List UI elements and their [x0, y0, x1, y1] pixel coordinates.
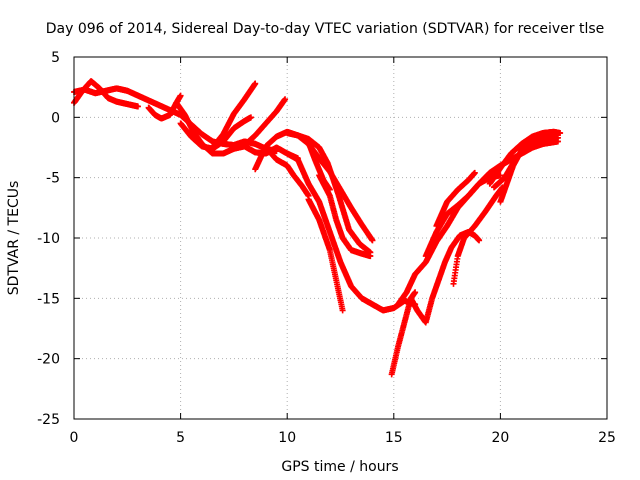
data-points: [71, 78, 564, 378]
y-tick-label: -25: [37, 412, 60, 428]
series-sat-n: [388, 289, 419, 378]
data-point: [252, 80, 259, 87]
series-sat-r: [433, 169, 478, 229]
grid-lines: [74, 57, 607, 419]
data-point: [134, 103, 141, 110]
series-sat-p: [395, 172, 504, 308]
y-axis-label: SDTVAR / TECUs: [6, 181, 22, 296]
x-tick-label: 0: [70, 430, 79, 446]
data-point: [177, 92, 184, 99]
y-tick-label: 0: [51, 110, 60, 126]
data-point: [369, 237, 376, 244]
series-sat-i: [262, 144, 312, 199]
data-point: [326, 186, 333, 193]
x-tick-label: 20: [491, 430, 509, 446]
y-tick-label: -5: [46, 171, 60, 187]
series-sat-o: [407, 228, 483, 326]
y-tick-label: 5: [51, 50, 60, 66]
x-axis-label: GPS time / hours: [281, 459, 398, 475]
x-tick-label: 25: [598, 430, 616, 446]
x-tick-labels: 0 5 10 15 20 25: [70, 430, 616, 446]
data-point: [412, 289, 419, 296]
series-sat-f: [209, 80, 259, 151]
series-sat-g: [241, 96, 289, 149]
x-tick-label: 10: [278, 430, 296, 446]
x-tick-label: 15: [385, 430, 403, 446]
y-tick-label: -15: [37, 291, 60, 307]
y-tick-label: -20: [37, 352, 60, 368]
data-point: [339, 307, 346, 314]
y-tick-label: -10: [37, 231, 60, 247]
data-point: [247, 114, 254, 121]
chart-title: Day 096 of 2014, Sidereal Day-to-day VTE…: [46, 21, 605, 37]
series-sat-l: [305, 196, 346, 314]
x-tick-label: 5: [176, 430, 185, 446]
data-point: [282, 96, 289, 103]
y-tick-labels: 5 0 -5 -10 -15 -20 -25: [37, 50, 60, 428]
